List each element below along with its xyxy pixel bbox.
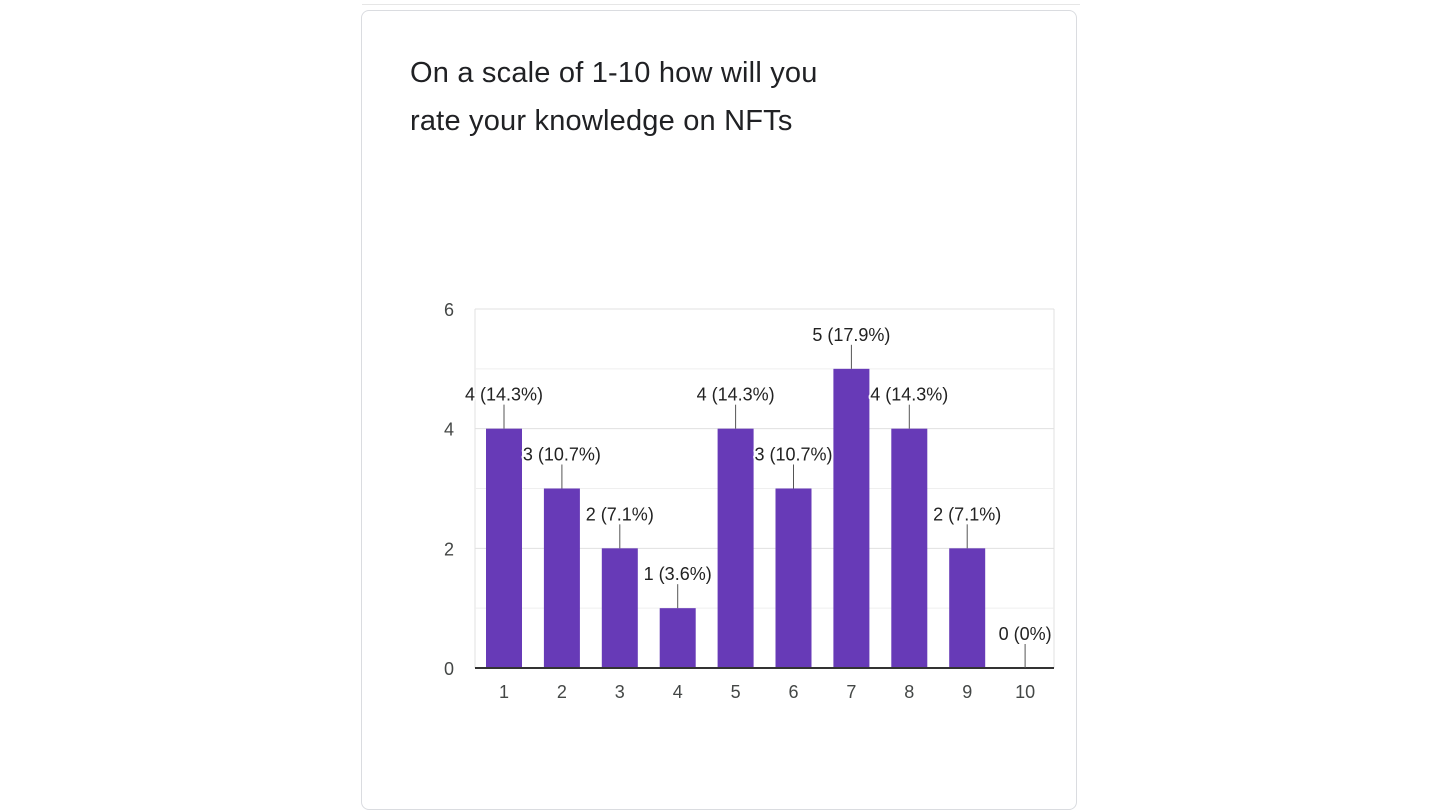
data-label-3: 2 (7.1%) xyxy=(586,504,654,524)
x-tick-label-7: 7 xyxy=(846,682,856,702)
x-tick-label-1: 1 xyxy=(499,682,509,702)
x-tick-label-10: 10 xyxy=(1015,682,1035,702)
x-tick-label-4: 4 xyxy=(673,682,683,702)
question-title: On a scale of 1-10 how will you rate you… xyxy=(410,57,818,137)
y-tick-label: 2 xyxy=(444,539,454,559)
bar-1[interactable] xyxy=(486,428,522,668)
bar-2[interactable] xyxy=(543,488,580,669)
data-label-9: 2 (7.1%) xyxy=(933,504,1001,524)
x-tick-label-5: 5 xyxy=(731,682,741,702)
data-label-1: 4 (14.3%) xyxy=(465,385,543,405)
bar-5[interactable] xyxy=(717,428,754,668)
y-tick-label: 0 xyxy=(444,659,454,679)
x-tick-label-9: 9 xyxy=(962,682,972,702)
bar-4[interactable] xyxy=(659,608,696,668)
x-tick-label-2: 2 xyxy=(557,682,567,702)
data-label-2: 3 (10.7%) xyxy=(523,445,601,465)
x-tick-label-8: 8 xyxy=(904,682,914,702)
data-label-6: 3 (10.7%) xyxy=(754,445,832,465)
y-tick-label: 4 xyxy=(444,420,454,440)
data-label-8: 4 (14.3%) xyxy=(870,385,948,405)
top-divider xyxy=(362,4,1080,5)
question-card: On a scale of 1-10 how will you rate you… xyxy=(361,10,1077,810)
bar-3[interactable] xyxy=(601,548,638,668)
bar-9[interactable] xyxy=(949,548,986,668)
data-label-10: 0 (0%) xyxy=(999,624,1052,644)
data-label-5: 4 (14.3%) xyxy=(697,385,775,405)
data-label-7: 5 (17.9%) xyxy=(812,325,890,345)
bar-8[interactable] xyxy=(891,428,928,668)
bar-7[interactable] xyxy=(833,368,870,668)
chart-bars xyxy=(486,368,986,669)
chart-labels: 0 2 4 6 4 (14.3%) 1 3 (10.7%) 2 2 (7.1%) 3 1 (3.6%… xyxy=(444,300,1054,702)
bar-6[interactable] xyxy=(775,488,812,669)
x-tick-label-3: 3 xyxy=(615,682,625,702)
bar-chart: 0 2 4 6 4 (14.3%) 1 3 (10.7%) 2 2 (7.1%) 3 1 (3.6%… xyxy=(444,300,1055,702)
x-tick-label-6: 6 xyxy=(788,682,798,702)
data-label-4: 1 (3.6%) xyxy=(644,564,712,584)
y-tick-label: 6 xyxy=(444,300,454,320)
